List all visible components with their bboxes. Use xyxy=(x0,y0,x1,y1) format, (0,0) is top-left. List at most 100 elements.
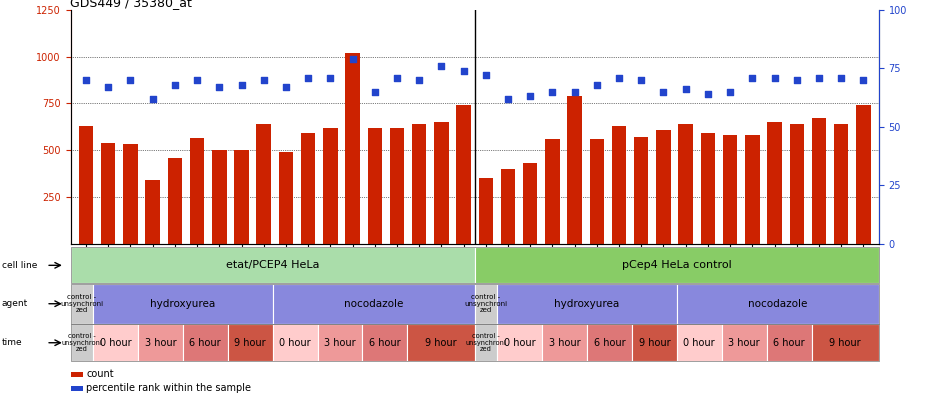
Point xyxy=(478,72,494,78)
Point xyxy=(145,95,160,102)
Point xyxy=(656,88,671,95)
Point xyxy=(523,93,538,99)
Point xyxy=(301,74,316,81)
Bar xyxy=(501,169,515,244)
Text: 6 hour: 6 hour xyxy=(594,338,625,348)
Bar xyxy=(190,138,204,244)
Point xyxy=(545,88,560,95)
Text: control -
unsynchroni
zed: control - unsynchroni zed xyxy=(60,294,103,313)
Text: 6 hour: 6 hour xyxy=(774,338,805,348)
Bar xyxy=(212,150,227,244)
Point xyxy=(700,91,715,97)
Text: 3 hour: 3 hour xyxy=(324,338,355,348)
Text: 0 hour: 0 hour xyxy=(683,338,715,348)
Point xyxy=(612,74,627,81)
Text: agent: agent xyxy=(2,299,28,308)
Bar xyxy=(745,135,760,244)
Bar xyxy=(257,124,271,244)
Text: hydroxyurea: hydroxyurea xyxy=(555,299,619,309)
Bar xyxy=(301,133,315,244)
Text: control -
unsynchroni
zed: control - unsynchroni zed xyxy=(465,333,507,352)
Text: control -
unsynchroni
zed: control - unsynchroni zed xyxy=(464,294,508,313)
Text: 0 hour: 0 hour xyxy=(279,338,311,348)
Text: GDS449 / 35380_at: GDS449 / 35380_at xyxy=(70,0,193,9)
Bar xyxy=(523,163,538,244)
Point xyxy=(79,77,94,83)
Point xyxy=(811,74,826,81)
Point xyxy=(389,74,404,81)
Point xyxy=(567,88,582,95)
Text: control -
unsynchroni
zed: control - unsynchroni zed xyxy=(61,333,102,352)
Text: 6 hour: 6 hour xyxy=(369,338,400,348)
Bar xyxy=(345,53,360,244)
Text: etat/PCEP4 HeLa: etat/PCEP4 HeLa xyxy=(226,260,320,270)
Point xyxy=(678,86,693,93)
Point xyxy=(723,88,738,95)
Point xyxy=(500,95,515,102)
Bar xyxy=(167,158,182,244)
Bar xyxy=(234,150,249,244)
Bar xyxy=(434,122,448,244)
Text: 3 hour: 3 hour xyxy=(728,338,760,348)
Text: percentile rank within the sample: percentile rank within the sample xyxy=(86,383,252,393)
Bar xyxy=(679,124,693,244)
Point xyxy=(834,74,849,81)
Bar xyxy=(368,128,382,244)
Bar xyxy=(457,105,471,244)
Text: 9 hour: 9 hour xyxy=(234,338,266,348)
Point xyxy=(101,84,116,90)
Bar xyxy=(101,143,116,244)
Point xyxy=(767,74,782,81)
Point xyxy=(744,74,760,81)
Bar xyxy=(656,129,671,244)
Bar xyxy=(412,124,427,244)
Bar xyxy=(767,122,782,244)
Bar xyxy=(700,133,715,244)
Point xyxy=(456,67,471,74)
Text: 0 hour: 0 hour xyxy=(100,338,132,348)
Text: 9 hour: 9 hour xyxy=(425,338,457,348)
Point xyxy=(234,82,249,88)
Point xyxy=(412,77,427,83)
Point xyxy=(855,77,870,83)
Point xyxy=(190,77,205,83)
Text: count: count xyxy=(86,369,114,379)
Point xyxy=(345,56,360,62)
Bar xyxy=(146,180,160,244)
Point xyxy=(322,74,337,81)
Text: 3 hour: 3 hour xyxy=(549,338,580,348)
Text: 6 hour: 6 hour xyxy=(190,338,221,348)
Point xyxy=(257,77,272,83)
Bar xyxy=(323,128,337,244)
Bar xyxy=(79,126,93,244)
Bar xyxy=(856,105,870,244)
Text: 3 hour: 3 hour xyxy=(145,338,176,348)
Bar xyxy=(634,137,649,244)
Text: pCep4 HeLa control: pCep4 HeLa control xyxy=(622,260,731,270)
Bar xyxy=(390,128,404,244)
Bar xyxy=(723,135,737,244)
Point xyxy=(167,82,182,88)
Bar xyxy=(834,124,849,244)
Text: time: time xyxy=(2,338,23,347)
Bar xyxy=(478,178,493,244)
Point xyxy=(212,84,227,90)
Point xyxy=(123,77,138,83)
Text: hydroxyurea: hydroxyurea xyxy=(150,299,215,309)
Text: 9 hour: 9 hour xyxy=(638,338,670,348)
Bar xyxy=(568,96,582,244)
Text: cell line: cell line xyxy=(2,261,38,270)
Text: 9 hour: 9 hour xyxy=(829,338,861,348)
Text: nocodazole: nocodazole xyxy=(748,299,807,309)
Bar xyxy=(612,126,626,244)
Bar xyxy=(278,152,293,244)
Point xyxy=(278,84,293,90)
Bar xyxy=(589,139,604,244)
Bar xyxy=(812,118,826,244)
Point xyxy=(790,77,805,83)
Point xyxy=(368,88,383,95)
Bar xyxy=(545,139,559,244)
Text: 0 hour: 0 hour xyxy=(504,338,536,348)
Bar xyxy=(123,145,137,244)
Bar xyxy=(790,124,804,244)
